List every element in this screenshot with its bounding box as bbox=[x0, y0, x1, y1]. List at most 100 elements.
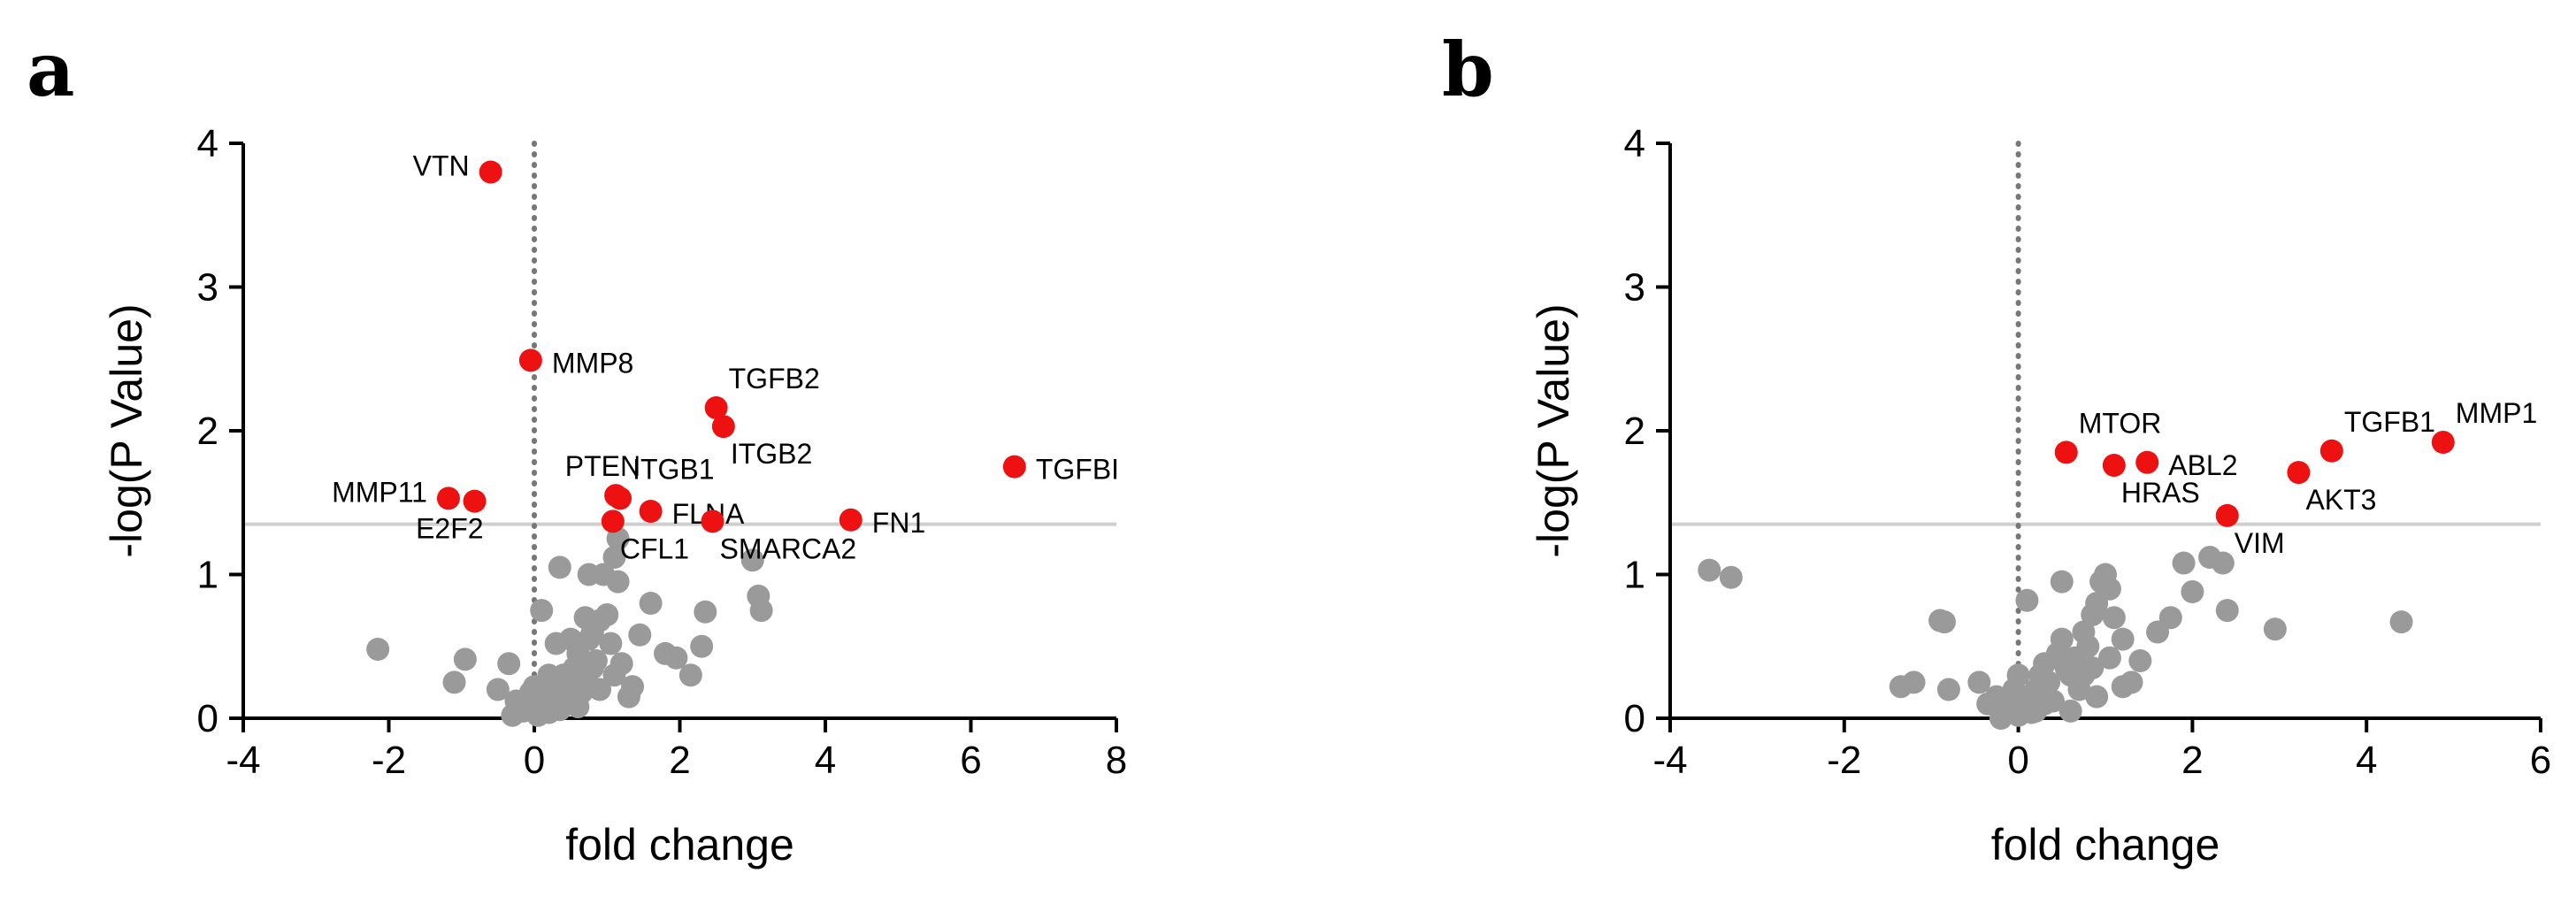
nonsignificant-point bbox=[2128, 649, 2152, 672]
nonsignificant-point bbox=[497, 652, 521, 676]
nonsignificant-point bbox=[664, 646, 688, 670]
point-label-e2f2: E2F2 bbox=[416, 513, 483, 545]
point-label-abl2: ABL2 bbox=[2168, 449, 2237, 481]
point-label-itgb1: ITGB1 bbox=[632, 453, 714, 485]
nonsignificant-point bbox=[577, 563, 601, 586]
point-label-akt3: AKT3 bbox=[2305, 484, 2376, 516]
nonsignificant-point bbox=[2102, 606, 2126, 630]
significant-point-mtor bbox=[2054, 441, 2078, 464]
point-label-cfl1: CFL1 bbox=[620, 532, 689, 564]
y-tick-label: 0 bbox=[197, 697, 218, 740]
nonsignificant-point bbox=[617, 685, 640, 709]
nonsignificant-point bbox=[580, 656, 604, 680]
nonsignificant-point bbox=[599, 632, 623, 655]
significant-point-vim bbox=[2215, 503, 2239, 527]
nonsignificant-point bbox=[694, 600, 717, 624]
nonsignificant-point bbox=[548, 555, 571, 579]
nonsignificant-point bbox=[1902, 670, 1926, 694]
nonsignificant-point bbox=[573, 606, 597, 630]
significant-point-itgb1 bbox=[609, 486, 632, 510]
x-tick-label: -2 bbox=[1827, 739, 1861, 782]
nonsignificant-point bbox=[639, 592, 663, 615]
significant-point-hras bbox=[2102, 454, 2126, 477]
nonsignificant-point bbox=[2006, 663, 2030, 687]
nonsignificant-point bbox=[595, 603, 619, 626]
nonsignificant-point bbox=[501, 703, 525, 727]
nonsignificant-point bbox=[678, 663, 702, 687]
point-label-vim: VIM bbox=[2235, 527, 2285, 559]
nonsignificant-point bbox=[2389, 610, 2413, 634]
y-tick-label: 3 bbox=[197, 266, 218, 310]
nonsignificant-point bbox=[602, 546, 626, 569]
significant-point-akt3 bbox=[2287, 461, 2311, 485]
nonsignificant-point bbox=[523, 675, 546, 699]
x-tick-label: 0 bbox=[524, 739, 545, 782]
y-tick-label: 3 bbox=[1624, 266, 1645, 310]
point-label-mmp8: MMP8 bbox=[552, 347, 633, 379]
significant-point-e2f2 bbox=[463, 489, 487, 513]
nonsignificant-point bbox=[2211, 551, 2235, 575]
y-tick-label: 4 bbox=[1624, 122, 1645, 165]
point-label-fn1: FN1 bbox=[872, 507, 925, 539]
nonsignificant-point bbox=[2058, 699, 2082, 723]
x-tick-label: 4 bbox=[2356, 739, 2377, 782]
point-label-mtor: MTOR bbox=[2079, 407, 2162, 439]
y-tick-label: 2 bbox=[1624, 410, 1645, 453]
volcano-plot-a: -4 -2 0 2 4 6 8 0 1 2 3 4 fold change -log(P Value) VT… bbox=[102, 122, 1127, 870]
panel-letter-a: a bbox=[27, 26, 74, 113]
point-label-tgfbi: TGFBI bbox=[1036, 454, 1119, 486]
nonsignificant-point bbox=[442, 670, 466, 694]
point-label-smarca2: SMARCA2 bbox=[720, 532, 857, 564]
volcano-plot-b: -4 -2 0 2 4 6 0 1 2 3 4 fold change -log(P Value) MTO… bbox=[1529, 122, 2551, 870]
nonsignificant-point bbox=[2050, 570, 2074, 594]
nonsignificant-point bbox=[1719, 565, 1743, 589]
nonsignificant-point bbox=[606, 526, 630, 550]
nonsignificant-point bbox=[2158, 606, 2182, 630]
nonsignificant-point bbox=[2111, 627, 2135, 651]
nonsignificant-point bbox=[2076, 634, 2100, 658]
x-tick-label: 6 bbox=[960, 739, 981, 782]
significant-point-fn1 bbox=[839, 508, 862, 532]
significant-point-itgb2 bbox=[711, 415, 735, 439]
significant-point-tgfb1 bbox=[2319, 439, 2343, 463]
y-tick-label: 1 bbox=[197, 554, 218, 597]
x-tick-label: -4 bbox=[1652, 739, 1687, 782]
point-label-pten: PTEN bbox=[565, 450, 640, 482]
x-tick-label: 4 bbox=[815, 739, 836, 782]
point-label-vtn: VTN bbox=[413, 150, 470, 182]
nonsignificant-point bbox=[2172, 551, 2196, 575]
nonsignificant-point bbox=[740, 548, 764, 572]
nonsignificant-point bbox=[2181, 580, 2204, 603]
significant-point-mmp11 bbox=[436, 486, 460, 510]
nonsignificant-point bbox=[2085, 685, 2109, 709]
nonsignificant-point bbox=[2215, 599, 2239, 623]
nonsignificant-point bbox=[366, 638, 390, 661]
nonsignificant-point bbox=[2037, 670, 2061, 694]
nonsignificant-point bbox=[453, 647, 477, 671]
significant-point-mmp1 bbox=[2431, 431, 2455, 454]
nonsignificant-point bbox=[610, 652, 633, 676]
point-label-tgfb2: TGFB2 bbox=[729, 363, 820, 395]
nonsignificant-point bbox=[2097, 646, 2121, 670]
nonsignificant-point bbox=[2081, 656, 2104, 680]
nonsignificant-point bbox=[1698, 558, 1721, 582]
x-tick-label: 0 bbox=[2007, 739, 2028, 782]
y-tick-label: 2 bbox=[197, 410, 218, 453]
nonsignificant-point bbox=[1932, 610, 1956, 634]
nonsignificant-point bbox=[486, 678, 510, 701]
nonsignificant-point bbox=[566, 695, 590, 718]
nonsignificant-point bbox=[559, 627, 583, 651]
x-axis-title: fold change bbox=[565, 820, 794, 870]
point-label-tgfb1: TGFB1 bbox=[2344, 406, 2435, 438]
significant-point-abl2 bbox=[2135, 450, 2159, 474]
nonsignificant-point bbox=[588, 678, 612, 701]
nonsignificant-point bbox=[1936, 678, 1960, 701]
y-tick-label: 1 bbox=[1624, 554, 1645, 597]
x-tick-label: 6 bbox=[2530, 739, 2551, 782]
x-tick-label: 2 bbox=[2181, 739, 2203, 782]
y-axis-title: -log(P Value) bbox=[102, 303, 151, 557]
nonsignificant-point bbox=[1989, 707, 2012, 730]
x-tick-label: -2 bbox=[372, 739, 406, 782]
significant-point-flna bbox=[639, 500, 663, 523]
